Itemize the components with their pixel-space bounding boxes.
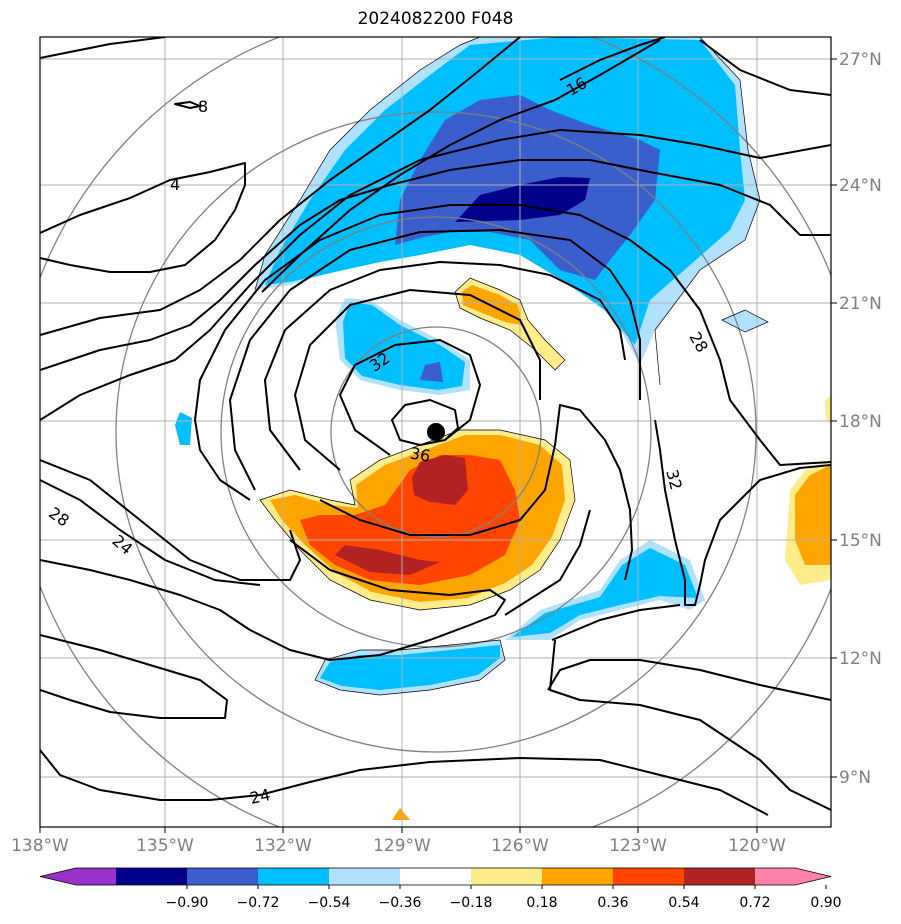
contour-20s (547, 659, 831, 701)
plot-frame (39, 36, 832, 828)
contour-12 (40, 37, 521, 336)
shade-outlines (254, 37, 769, 696)
shade-sky-blue-west (175, 412, 192, 445)
shade-royal-blue-center (420, 362, 443, 382)
colorbar: −0.90 −0.72 −0.54 −0.36 −0.18 0.18 0.36 0.54 0.7… (39, 867, 842, 911)
contour-4 (40, 162, 246, 273)
contour-24se (549, 639, 831, 811)
colorbar-segment (613, 868, 685, 885)
contour-28-sw (194, 419, 251, 501)
tick-marks (39, 58, 837, 833)
negative-shading (175, 37, 768, 695)
contour-label: 24 (248, 785, 272, 808)
colorbar-segment (116, 868, 188, 885)
contour-se-2 (551, 604, 681, 641)
colorbar-segment (471, 868, 543, 885)
contour-label: 28 (45, 503, 73, 530)
longitude-labels: 138°W 135°W 132°W 129°W 126°W 123°W 120°… (11, 836, 786, 856)
lon-label: 126°W (491, 836, 549, 856)
colorbar-tick-label: −0.36 (379, 895, 422, 911)
contour-32i (294, 289, 541, 471)
shade-sky-blue-southeast (512, 548, 698, 637)
shade-firebrick-core (412, 455, 468, 505)
contour-36a (339, 339, 481, 456)
contour-label: 4 (170, 175, 180, 194)
lat-label: 18°N (839, 412, 882, 432)
range-rings (40, 37, 831, 827)
contour-se-link (504, 509, 591, 616)
colorbar-segment (187, 868, 259, 885)
colorbar-extend-high (755, 868, 831, 885)
lon-label: 135°W (136, 836, 194, 856)
contour-label: 28 (685, 329, 712, 356)
map-title: 2024082200 F048 (357, 9, 514, 29)
contour-32e (654, 419, 831, 606)
lon-label: 123°W (609, 836, 667, 856)
shade-orange-bottom (392, 808, 410, 820)
contour-32o (264, 261, 626, 471)
contour-40 (391, 399, 459, 446)
colorbar-segment (400, 868, 472, 885)
contour-36b (319, 404, 633, 581)
contour-label: 36 (409, 443, 432, 465)
colorbar-tick-label: −0.18 (450, 895, 493, 911)
contour-label: 32 (662, 467, 686, 492)
contour-20 (40, 129, 831, 421)
contour-24sw (40, 634, 228, 719)
colorbar-tick-label: 0.36 (597, 895, 628, 911)
colorbar-tick-label: 0.90 (810, 895, 841, 911)
contour-28-west (40, 459, 301, 581)
contour-lines (40, 37, 831, 816)
contour-label: 8 (198, 97, 208, 116)
contour-24-west (40, 479, 261, 586)
colorbar-tick-label: −0.54 (308, 895, 351, 911)
shade-light-blue-east (722, 310, 768, 332)
contour-24n (40, 159, 831, 371)
lon-label: 132°W (254, 836, 312, 856)
map-field: 8 4 16 28 32 36 32 28 24 24 (40, 37, 831, 827)
contour-label: 24 (109, 531, 137, 559)
lon-label: 129°W (373, 836, 431, 856)
lat-label: 12°N (839, 649, 882, 669)
colorbar-segment (542, 868, 614, 885)
contour-32s (40, 539, 506, 661)
contour-ne (699, 39, 831, 96)
lat-label: 15°N (839, 531, 882, 551)
lon-label: 138°W (11, 836, 69, 856)
colorbar-tick-label: 0.18 (526, 895, 557, 911)
colorbar-extend-low (40, 868, 116, 885)
latitude-labels: 27°N 24°N 21°N 18°N 15°N 12°N 9°N (839, 50, 882, 788)
storm-center-marker (427, 423, 445, 441)
contour-28b (229, 229, 641, 491)
shade-yellow-edge (825, 395, 831, 425)
lon-label: 120°W (728, 836, 786, 856)
lat-label: 24°N (839, 176, 882, 196)
colorbar-segment (258, 868, 330, 885)
colorbar-tick-label: 0.54 (668, 895, 699, 911)
contour-8 (174, 101, 201, 109)
contour-16 (261, 39, 661, 293)
colorbar-segment (684, 868, 756, 885)
colorbar-tick-label: −0.90 (166, 895, 209, 911)
positive-shading (260, 278, 831, 820)
contour-ne-2 (559, 37, 666, 81)
colorbar-tick-label: −0.72 (237, 895, 280, 911)
lat-label: 9°N (839, 768, 871, 788)
lat-label: 27°N (839, 50, 882, 70)
contour-28 (194, 204, 831, 466)
colorbar-tick-label: 0.72 (739, 895, 770, 911)
lat-label: 21°N (839, 294, 882, 314)
colorbar-outline (39, 867, 832, 886)
colorbar-segment (329, 868, 401, 885)
contour-24s (40, 749, 769, 816)
contour-nw (40, 37, 166, 59)
shade-firebrick-south (335, 545, 440, 575)
